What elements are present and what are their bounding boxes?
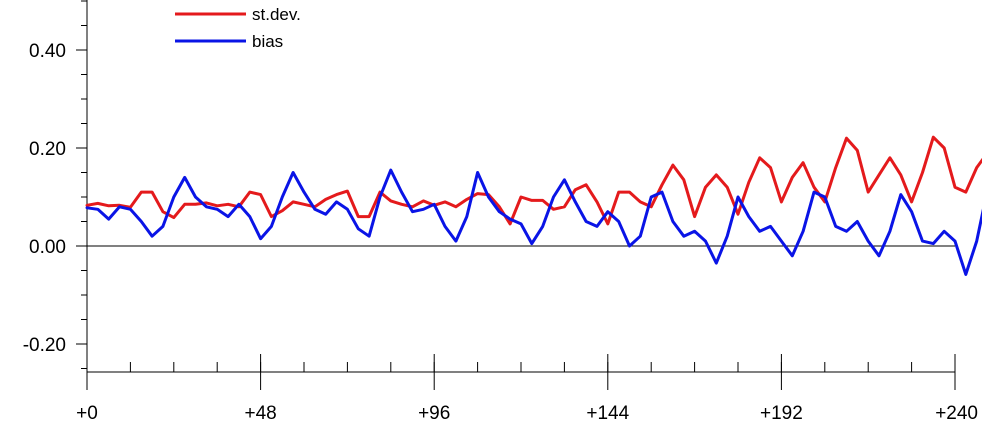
series-line-bias xyxy=(85,168,982,276)
x-tick-label: +192 xyxy=(760,403,803,423)
series-line-stdev xyxy=(85,135,982,226)
legend-label: st.dev. xyxy=(252,5,301,24)
legend-label: bias xyxy=(252,32,283,51)
x-tick-label: +48 xyxy=(244,403,276,423)
y-tick-label: 0.20 xyxy=(29,139,66,160)
y-tick-label: -0.20 xyxy=(23,335,66,356)
x-tick-label: +0 xyxy=(76,403,98,423)
y-tick-label: 0.40 xyxy=(29,41,66,62)
y-tick-label: 0.00 xyxy=(29,237,66,258)
x-tick-label: +240 xyxy=(935,403,978,423)
plot-area: -0.20 0.00 0.20 0.40 +0 +48 +96 +144 +192 +240 xyxy=(23,0,982,423)
legend: st.dev. bias xyxy=(175,5,301,51)
x-tick-label: +96 xyxy=(418,403,450,423)
x-tick-label: +144 xyxy=(586,403,629,423)
